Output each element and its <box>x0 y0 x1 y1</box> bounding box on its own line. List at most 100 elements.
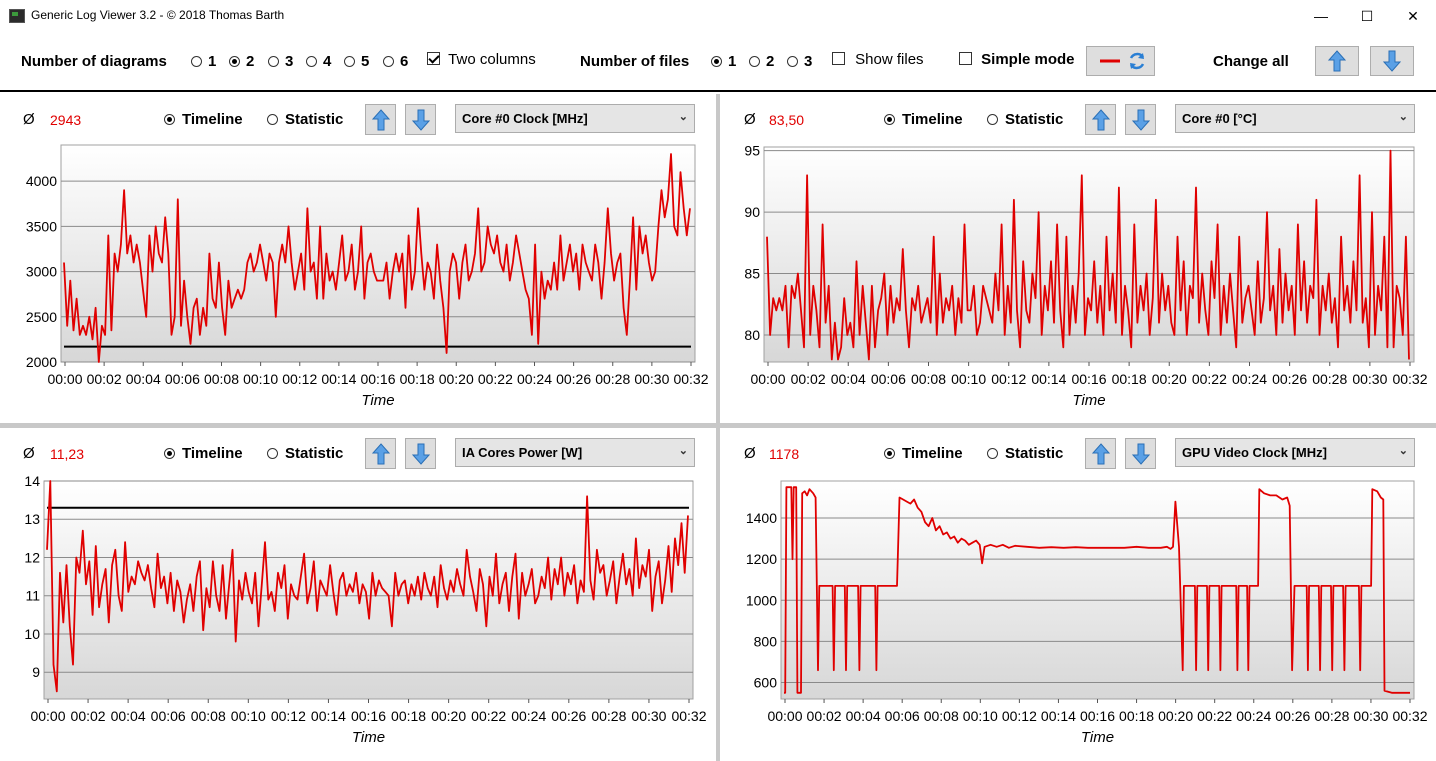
statistic-radio[interactable] <box>987 448 998 459</box>
move-up-button[interactable] <box>1085 438 1116 469</box>
radio-button[interactable] <box>383 56 394 67</box>
arrow-up-icon <box>371 442 390 464</box>
timeline-radio[interactable] <box>164 114 175 125</box>
radio-button[interactable] <box>787 56 798 67</box>
diagrams-label: Number of diagrams <box>21 53 167 70</box>
diagram-count-option-4[interactable]: 4 <box>306 53 331 70</box>
simple-mode-checkbox[interactable]: Simple mode <box>959 51 1075 68</box>
diagram-panel-4: Ø 1178 Timeline Statistic GPU Video Cloc… <box>720 428 1436 757</box>
maximize-button[interactable]: ☐ <box>1360 7 1374 24</box>
statistic-option[interactable]: Statistic <box>987 445 1063 462</box>
line-style-button[interactable] <box>1086 46 1155 76</box>
move-down-button[interactable] <box>1125 104 1156 135</box>
move-down-button[interactable] <box>405 104 436 135</box>
average-symbol: Ø <box>744 111 756 128</box>
diagram-count-label: 4 <box>323 53 332 70</box>
diagram-count-option-6[interactable]: 6 <box>383 53 408 70</box>
arrow-down-icon <box>1131 109 1150 131</box>
average-value: 83,50 <box>769 112 805 128</box>
move-up-button[interactable] <box>365 104 396 135</box>
file-count-label: 2 <box>766 53 775 70</box>
close-button[interactable]: ✕ <box>1407 7 1419 24</box>
radio-button[interactable] <box>711 56 722 67</box>
change-all-label: Change all <box>1213 53 1289 70</box>
timeline-label: Timeline <box>182 111 243 128</box>
move-down-button[interactable] <box>405 438 436 469</box>
arrow-up-icon <box>1091 108 1110 130</box>
timeline-radio[interactable] <box>164 448 175 459</box>
average-value: 11,23 <box>50 446 84 462</box>
timeline-option[interactable]: Timeline <box>884 111 963 128</box>
change-all-up-button[interactable] <box>1315 46 1359 76</box>
change-all-down-button[interactable] <box>1370 46 1414 76</box>
radio-button[interactable] <box>229 56 240 67</box>
diagram-count-option-1[interactable]: 1 <box>191 53 216 70</box>
sensor-select[interactable]: GPU Video Clock [MHz] ⌄ <box>1175 438 1415 467</box>
statistic-radio[interactable] <box>267 114 278 125</box>
radio-button[interactable] <box>268 56 279 67</box>
sensor-select-value: IA Cores Power [W] <box>462 445 583 460</box>
statistic-radio[interactable] <box>267 448 278 459</box>
file-count-option-2[interactable]: 2 <box>749 53 774 70</box>
radio-button[interactable] <box>191 56 202 67</box>
move-up-button[interactable] <box>365 438 396 469</box>
minimize-button[interactable]: — <box>1314 8 1328 24</box>
radio-button[interactable] <box>306 56 317 67</box>
refresh-icon <box>1099 52 1144 70</box>
timeline-radio[interactable] <box>884 448 895 459</box>
average-symbol: Ø <box>744 445 756 462</box>
radio-button[interactable] <box>344 56 355 67</box>
window-title: Generic Log Viewer 3.2 - © 2018 Thomas B… <box>31 8 285 22</box>
average-value: 1178 <box>769 446 800 462</box>
app-icon <box>9 9 25 23</box>
file-count-option-1[interactable]: 1 <box>711 53 736 70</box>
show-files-check-box[interactable] <box>832 52 845 65</box>
show-files-checkbox[interactable]: Show files <box>832 51 924 68</box>
diagram-count-label: 6 <box>400 53 409 70</box>
diagram-count-label: 5 <box>361 53 370 70</box>
arrow-down-icon <box>1382 50 1402 72</box>
sensor-select[interactable]: IA Cores Power [W] ⌄ <box>455 438 695 467</box>
move-down-button[interactable] <box>1125 438 1156 469</box>
chevron-down-icon: ⌄ <box>678 111 688 123</box>
diagram-count-label: 3 <box>285 53 294 70</box>
title-bar: Generic Log Viewer 3.2 - © 2018 Thomas B… <box>0 0 1436 32</box>
file-count-label: 3 <box>804 53 813 70</box>
show-files-text: Show files <box>855 51 924 68</box>
sensor-select[interactable]: Core #0 Clock [MHz] ⌄ <box>455 104 695 133</box>
timeline-radio[interactable] <box>884 114 895 125</box>
simple-mode-check-box[interactable] <box>959 52 972 65</box>
timeline-label: Timeline <box>902 445 963 462</box>
statistic-option[interactable]: Statistic <box>267 111 343 128</box>
diagram-panel-2: Ø 83,50 Timeline Statistic Core #0 [°C] … <box>720 94 1436 423</box>
diagram-count-option-3[interactable]: 3 <box>268 53 293 70</box>
arrow-up-icon <box>1327 50 1347 72</box>
statistic-option[interactable]: Statistic <box>987 111 1063 128</box>
statistic-label: Statistic <box>1005 445 1064 462</box>
timeline-option[interactable]: Timeline <box>164 111 243 128</box>
row-divider[interactable] <box>0 423 1436 428</box>
two-columns-check-box[interactable] <box>427 52 440 65</box>
statistic-label: Statistic <box>1005 111 1064 128</box>
toolbar: Number of diagrams Two columns Number of… <box>0 32 1436 92</box>
file-count-label: 1 <box>728 53 737 70</box>
chevron-down-icon: ⌄ <box>1398 445 1408 457</box>
diagram-count-option-2[interactable]: 2 <box>229 53 254 70</box>
move-up-button[interactable] <box>1085 104 1116 135</box>
statistic-label: Statistic <box>285 111 344 128</box>
file-count-option-3[interactable]: 3 <box>787 53 812 70</box>
chevron-down-icon: ⌄ <box>678 445 688 457</box>
diagram-panel-1: Ø 2943 Timeline Statistic Core #0 Clock … <box>0 94 716 423</box>
timeline-option[interactable]: Timeline <box>164 445 243 462</box>
arrow-down-icon <box>411 109 430 131</box>
average-symbol: Ø <box>23 445 35 462</box>
statistic-option[interactable]: Statistic <box>267 445 343 462</box>
statistic-radio[interactable] <box>987 114 998 125</box>
radio-button[interactable] <box>749 56 760 67</box>
timeline-option[interactable]: Timeline <box>884 445 963 462</box>
two-columns-checkbox[interactable]: Two columns <box>427 51 536 68</box>
sensor-select[interactable]: Core #0 [°C] ⌄ <box>1175 104 1415 133</box>
diagram-count-option-5[interactable]: 5 <box>344 53 369 70</box>
sensor-select-value: GPU Video Clock [MHz] <box>1182 445 1327 460</box>
statistic-label: Statistic <box>285 445 344 462</box>
